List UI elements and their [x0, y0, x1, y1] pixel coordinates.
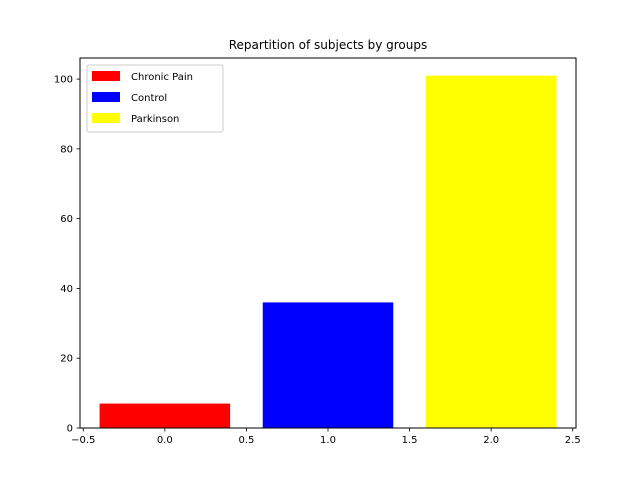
legend-swatch	[92, 113, 120, 123]
y-tick-label: 80	[60, 144, 73, 155]
legend-label: Chronic Pain	[131, 72, 193, 83]
legend-label: Parkinson	[131, 114, 179, 125]
x-tick-label: 0.5	[238, 435, 254, 446]
y-tick-label: 20	[60, 354, 73, 365]
x-tick-label: 0.0	[157, 435, 173, 446]
y-tick-label: 0	[67, 424, 73, 435]
axes-layer: −0.5 0.0 0.5 1.0 1.5 2.0 2.5 0 20 40 60 80 100	[54, 57, 581, 446]
x-tick-label: 1.5	[402, 435, 418, 446]
legend-label: Control	[131, 93, 167, 104]
legend: Chronic Pain Control Parkinson	[86, 64, 224, 133]
y-tick-label: 60	[60, 214, 73, 225]
x-tick-label: 2.5	[565, 435, 581, 446]
bar-parkinson	[425, 75, 557, 428]
chart-title: Repartition of subjects by groups	[229, 38, 428, 52]
bars-layer	[99, 75, 557, 428]
x-tick-label: 1.0	[320, 435, 336, 446]
y-tick-label: 40	[60, 284, 73, 295]
bar-chronic-pain	[99, 403, 231, 428]
y-tick-label: 100	[54, 75, 73, 86]
legend-box	[86, 64, 224, 133]
x-tick-label: 2.0	[483, 435, 499, 446]
legend-swatch	[92, 71, 120, 81]
bar-control	[262, 302, 394, 428]
legend-swatch	[92, 92, 120, 102]
x-tick-label: −0.5	[71, 435, 95, 446]
